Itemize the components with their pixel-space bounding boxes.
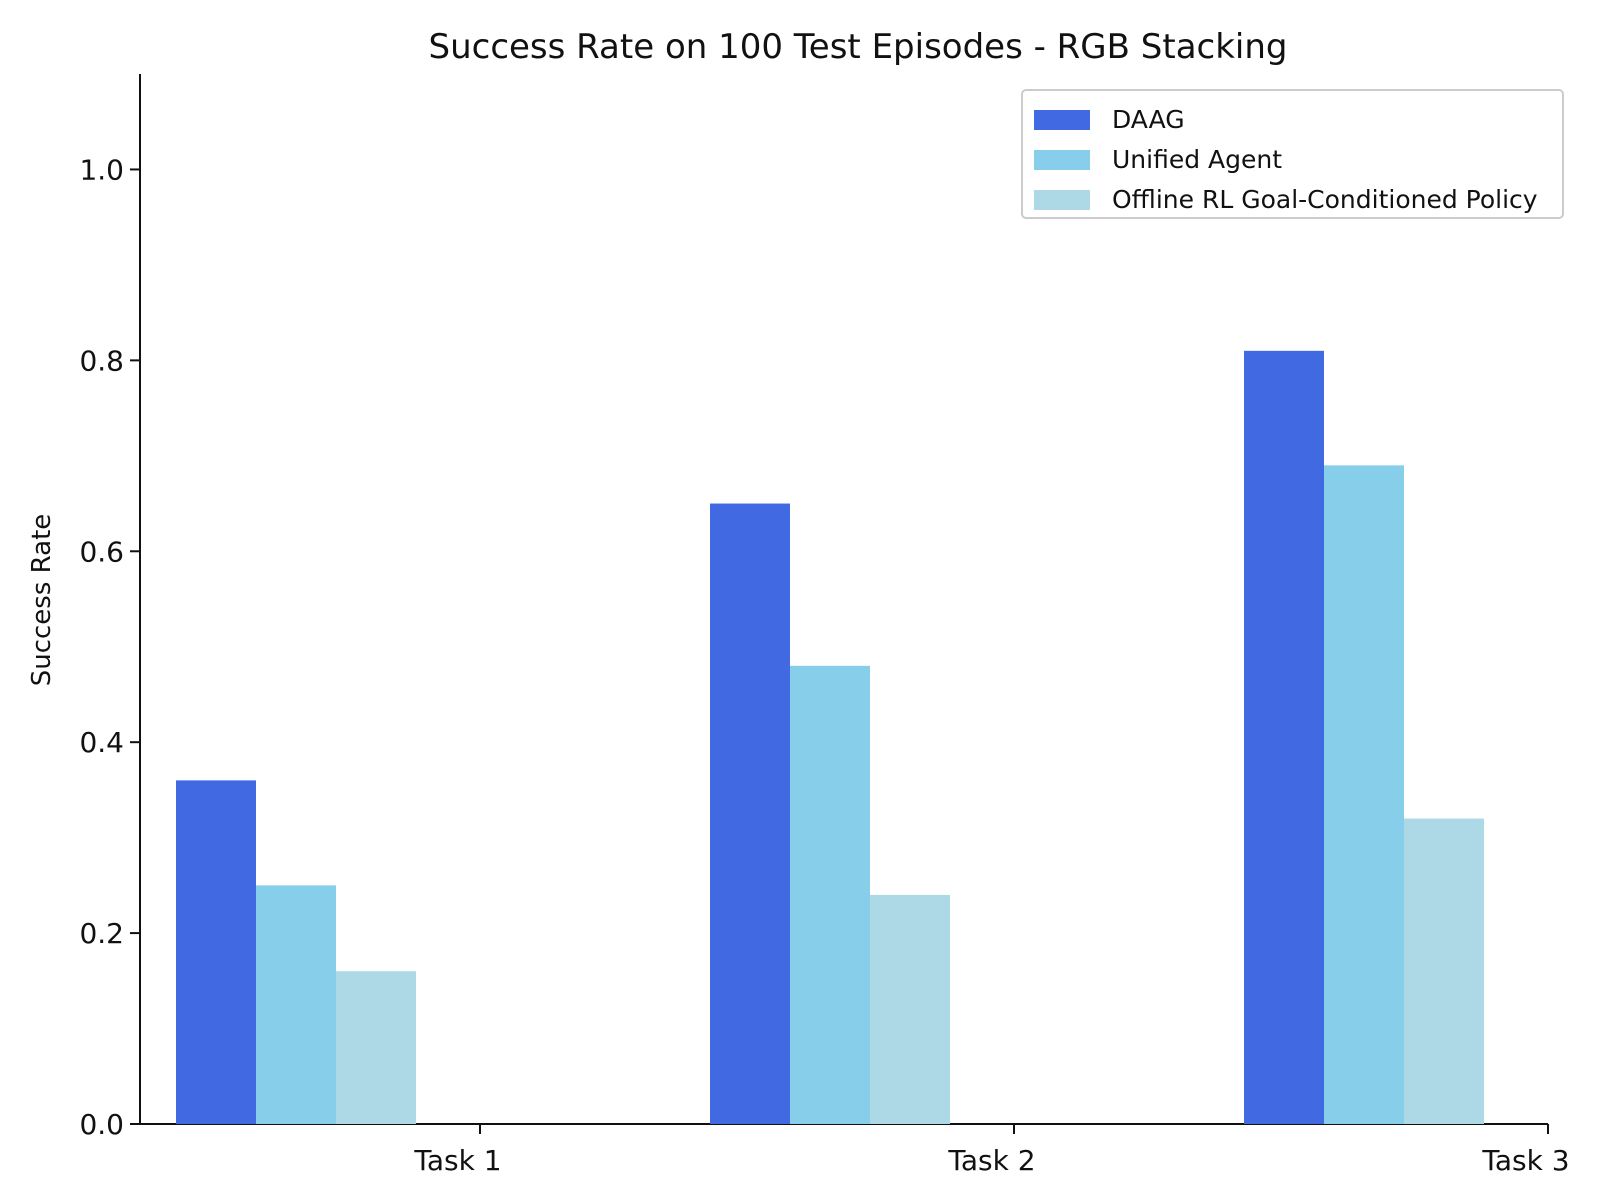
bar-offline-rl-goal-conditioned-policy — [336, 971, 416, 1124]
bar-offline-rl-goal-conditioned-policy — [1404, 818, 1484, 1124]
bar-unified-agent — [1324, 465, 1404, 1124]
y-axis-label: Success Rate — [27, 514, 57, 687]
x-tick-label: Task 1 — [413, 1144, 501, 1177]
bar-daag — [1244, 350, 1324, 1124]
bar-offline-rl-goal-conditioned-policy — [870, 894, 950, 1124]
legend-swatch — [1034, 190, 1090, 210]
legend: DAAG Unified Agent Offline RL Goal-Conditi… — [1021, 89, 1564, 219]
chart-title: Success Rate on 100 Test Episodes - RGB … — [429, 27, 1288, 67]
legend-items: DAAG Unified Agent Offline RL Goal-Conditi… — [1034, 105, 1538, 214]
bar-daag — [176, 780, 256, 1124]
bar-unified-agent — [790, 665, 870, 1124]
legend-label: DAAG — [1112, 105, 1185, 134]
x-ticks: Task 1 Task 2 Task 3 — [413, 1124, 1570, 1177]
y-tick-label: 0.0 — [79, 1108, 124, 1141]
y-tick-label: 0.6 — [79, 535, 124, 568]
legend-label: Offline RL Goal-Conditioned Policy — [1112, 185, 1538, 214]
x-tick-label: Task 2 — [947, 1144, 1035, 1177]
y-ticks: 0.0 0.2 0.4 0.6 0.8 1.0 — [79, 153, 140, 1141]
legend-swatch — [1034, 110, 1090, 130]
y-tick-label: 0.4 — [79, 726, 124, 759]
legend-swatch — [1034, 150, 1090, 170]
y-tick-label: 0.8 — [79, 344, 124, 377]
bars — [176, 350, 1484, 1125]
y-tick-label: 0.2 — [79, 917, 124, 950]
bar-unified-agent — [256, 885, 336, 1124]
legend-frame — [1021, 89, 1564, 219]
legend-label: Unified Agent — [1112, 145, 1282, 174]
bar-daag — [710, 503, 790, 1125]
x-tick-label: Task 3 — [1481, 1144, 1569, 1177]
y-tick-label: 1.0 — [79, 153, 124, 186]
